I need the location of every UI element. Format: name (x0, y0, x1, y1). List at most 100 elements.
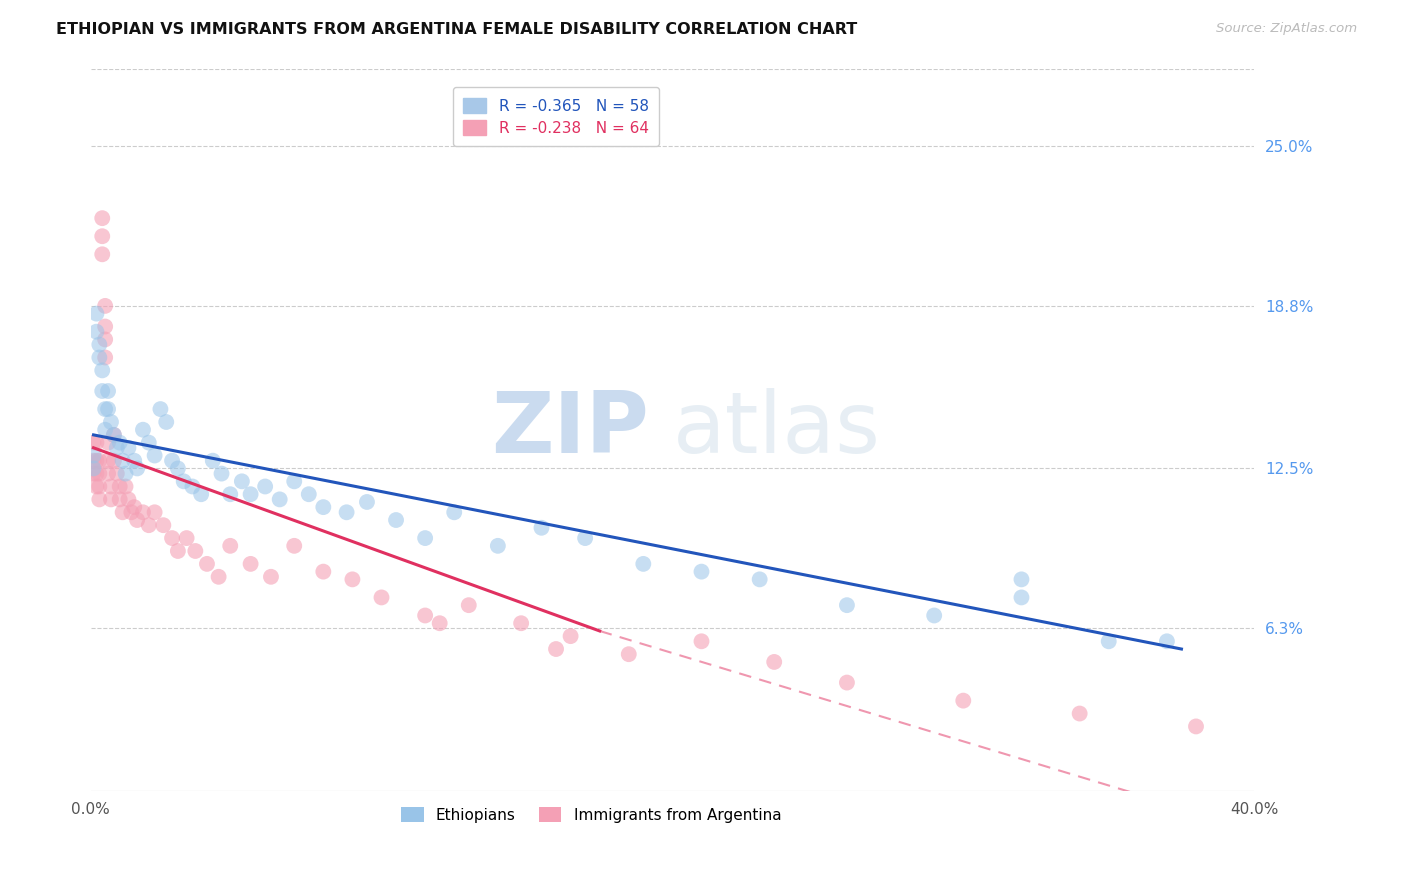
Point (105, 441, 128, 455)
Point (544, 642, 567, 657)
Point (108, 479, 131, 493)
Point (89, 492, 111, 507)
Point (1069, 706, 1091, 721)
Text: atlas: atlas (672, 388, 880, 471)
Point (160, 453, 183, 467)
Point (231, 475, 253, 489)
Point (86, 453, 108, 467)
Point (486, 539, 509, 553)
Point (100, 479, 122, 493)
Point (835, 598, 858, 612)
Point (91, 384, 114, 398)
Point (100, 415, 122, 429)
Point (94, 402, 117, 417)
Point (167, 544, 190, 558)
Point (922, 608, 945, 623)
Point (283, 475, 305, 489)
Point (207, 570, 229, 584)
Point (86, 325, 108, 339)
Point (617, 647, 640, 661)
Point (89, 337, 111, 351)
Text: ZIP: ZIP (491, 388, 650, 471)
Point (122, 453, 145, 467)
Point (83, 453, 105, 467)
Point (312, 500, 335, 515)
Point (89, 479, 111, 493)
Point (105, 467, 128, 481)
Point (97, 402, 120, 417)
Point (167, 461, 190, 475)
Point (574, 531, 596, 545)
Point (835, 675, 858, 690)
Point (184, 544, 207, 558)
Point (97, 384, 120, 398)
Point (83, 449, 105, 463)
Point (111, 453, 134, 467)
Point (89, 351, 111, 365)
Point (429, 616, 451, 631)
Point (219, 487, 242, 501)
Point (108, 435, 131, 450)
Point (160, 531, 183, 545)
Point (1011, 573, 1033, 587)
Point (94, 299, 117, 313)
Point (86, 479, 108, 493)
Point (211, 467, 233, 481)
Point (254, 479, 277, 493)
Point (89, 453, 111, 467)
Point (152, 518, 174, 533)
Point (312, 565, 335, 579)
Point (97, 453, 120, 467)
Point (260, 570, 283, 584)
Point (86, 435, 108, 450)
Point (690, 565, 713, 579)
Point (190, 487, 212, 501)
Point (103, 453, 125, 467)
Point (91, 229, 114, 244)
Point (298, 487, 321, 501)
Point (181, 479, 204, 493)
Point (443, 505, 465, 519)
Point (1011, 591, 1033, 605)
Point (239, 487, 262, 501)
Point (138, 518, 160, 533)
Point (127, 513, 149, 527)
Point (763, 655, 786, 669)
Point (91, 247, 114, 261)
Point (86, 307, 108, 321)
Point (530, 521, 553, 535)
Point (560, 629, 582, 643)
Point (103, 428, 125, 442)
Point (201, 453, 224, 467)
Point (1156, 634, 1178, 648)
Point (143, 449, 166, 463)
Point (117, 492, 139, 507)
Point (94, 319, 117, 334)
Point (108, 492, 131, 507)
Point (103, 428, 125, 442)
Point (114, 479, 136, 493)
Point (155, 415, 177, 429)
Point (370, 591, 392, 605)
Point (413, 608, 436, 623)
Point (117, 441, 139, 455)
Point (239, 557, 262, 571)
Point (952, 693, 974, 707)
Point (219, 539, 242, 553)
Point (342, 573, 364, 587)
Point (83, 461, 105, 475)
Point (1185, 719, 1208, 733)
Point (97, 435, 120, 450)
Point (690, 634, 713, 648)
Point (83, 435, 105, 450)
Point (127, 461, 149, 475)
Point (91, 211, 114, 226)
Point (149, 402, 172, 417)
Point (132, 423, 155, 437)
Legend: Ethiopians, Immigrants from Argentina: Ethiopians, Immigrants from Argentina (392, 799, 789, 830)
Point (269, 492, 291, 507)
Point (89, 467, 111, 481)
Point (138, 435, 160, 450)
Point (176, 531, 198, 545)
Point (94, 351, 117, 365)
